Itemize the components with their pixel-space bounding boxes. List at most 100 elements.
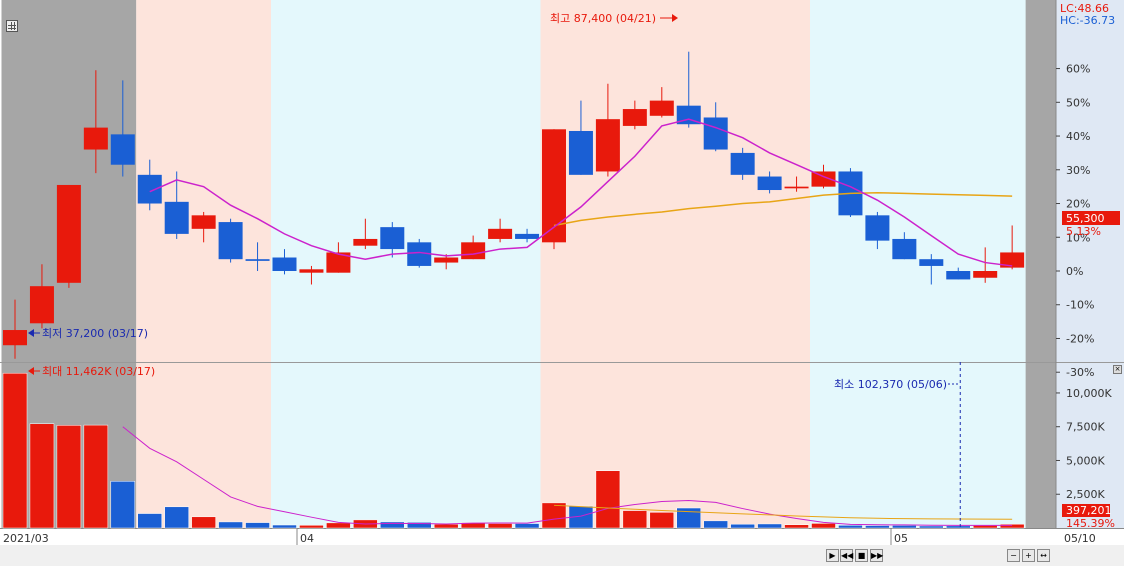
volume-bar — [541, 502, 567, 529]
volume-bar — [865, 525, 890, 529]
volume-ma2-line — [553, 504, 1013, 520]
price-tick-label: 0% — [1066, 265, 1083, 278]
volume-tick-label: 7,500K — [1066, 421, 1105, 434]
date-label: 05 — [894, 532, 908, 545]
period-shading — [1025, 0, 1056, 528]
price-tick-label: 50% — [1066, 96, 1090, 109]
volume-bar — [29, 423, 55, 529]
volume-bar — [811, 523, 836, 529]
expand-button[interactable]: ↔ — [1037, 549, 1050, 562]
lc-label: LC:48.66 — [1060, 2, 1109, 15]
volume-ma-line — [122, 426, 1013, 526]
volume-bar — [919, 525, 944, 529]
volume-max-annotation: 최대 11,462K (03/17) — [42, 365, 155, 378]
candle-body — [946, 271, 971, 280]
rewind-button[interactable]: ◀◀ — [840, 549, 854, 562]
volume-bar — [703, 520, 728, 529]
volume-min-annotation: 최소 102,370 (05/06) — [834, 378, 947, 391]
period-shading — [540, 0, 811, 528]
price-ma-short-line — [149, 118, 1013, 267]
candle-body — [649, 100, 674, 116]
volume-change-pct: 145.39% — [1066, 517, 1115, 530]
volume-tick-label: 2,500K — [1066, 488, 1105, 501]
candle-body — [218, 222, 243, 260]
volume-bar — [326, 522, 351, 529]
date-label: 04 — [300, 532, 314, 545]
candle-body — [595, 119, 620, 172]
candle-body — [29, 286, 54, 324]
low-arrow-head — [28, 329, 34, 337]
candle-body — [1000, 252, 1025, 268]
price-change-pct: 5.13% — [1066, 225, 1101, 238]
hc-label: HC:-36.73 — [1060, 14, 1115, 27]
pane-close-icon[interactable]: × — [1113, 365, 1122, 374]
volume-tick-label: 10,000K — [1066, 387, 1112, 400]
volume-bar — [83, 424, 109, 529]
volume-bar — [730, 523, 755, 529]
candle-body — [730, 152, 755, 175]
price-tick-label: 30% — [1066, 164, 1090, 177]
volume-bar — [622, 510, 648, 529]
value-axis-panel — [1056, 0, 1124, 528]
volume-bar — [649, 512, 675, 529]
candle-body — [245, 259, 270, 261]
volume-bar — [595, 470, 621, 529]
fast-forward-button[interactable]: ▶▶ — [870, 549, 884, 562]
volume-bar — [838, 525, 863, 529]
volume-badge-text: 397,201 — [1066, 504, 1112, 517]
candle-body — [703, 117, 728, 150]
period-shading — [136, 0, 272, 528]
volume-bar — [245, 522, 270, 529]
grid-settings-icon[interactable] — [6, 20, 18, 32]
price-tick-label: -10% — [1066, 299, 1094, 312]
volume-tick-label: 5,000K — [1066, 454, 1105, 467]
candle-body — [568, 130, 593, 175]
volmax-arrow-head — [28, 367, 34, 375]
candle-body — [892, 238, 917, 260]
candle-body — [784, 186, 809, 189]
price-tick-label: 20% — [1066, 198, 1090, 211]
candle-body — [919, 259, 944, 266]
volume-bar — [407, 522, 432, 529]
scrollbar-track[interactable] — [0, 545, 1124, 566]
volume-bar — [487, 523, 513, 529]
candle-body — [299, 269, 324, 273]
volume-bar — [272, 524, 297, 529]
candle-body — [622, 109, 647, 126]
price-tick-label: -30% — [1066, 366, 1094, 379]
price-ma-long-line — [553, 191, 1013, 227]
high-arrow-head — [672, 14, 678, 22]
volume-bar — [380, 521, 405, 529]
candle-body — [56, 184, 81, 283]
candle-body — [488, 228, 513, 239]
date-label: 2021/03 — [3, 532, 49, 545]
candle-body — [407, 242, 432, 266]
volume-badge — [1062, 504, 1110, 517]
candle-body — [3, 330, 27, 346]
volume-bar — [2, 372, 28, 529]
candle-body — [164, 201, 189, 234]
candle-body — [865, 215, 890, 241]
candle-body — [326, 252, 351, 273]
volume-bar — [892, 525, 917, 529]
candle-body — [461, 242, 486, 260]
stop-button[interactable]: ■ — [855, 549, 868, 562]
scroll-right-button[interactable]: ▶ — [826, 549, 839, 562]
volume-bar — [757, 523, 782, 529]
volume-bar — [514, 523, 540, 529]
candle-body — [676, 105, 701, 125]
price-badge-text: 55,300 — [1066, 212, 1105, 225]
price-tick-label: 10% — [1066, 231, 1090, 244]
zoom-in-button[interactable]: + — [1022, 549, 1035, 562]
candle-body — [110, 134, 135, 165]
volume-bar — [164, 506, 189, 529]
candle-body — [83, 127, 108, 150]
candle-body — [191, 215, 216, 229]
price-badge — [1062, 211, 1120, 225]
volume-bar — [137, 513, 162, 529]
zoom-out-button[interactable]: − — [1007, 549, 1020, 562]
candle-body — [137, 174, 162, 204]
high-annotation: 최고 87,400 (04/21) — [550, 12, 656, 25]
